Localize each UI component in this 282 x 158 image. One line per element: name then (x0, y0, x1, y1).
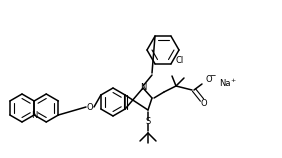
Text: N: N (31, 110, 37, 119)
Text: Cl: Cl (175, 56, 183, 65)
Text: +: + (230, 79, 236, 83)
Text: O: O (87, 103, 93, 112)
Text: S: S (146, 118, 151, 127)
Text: O: O (206, 76, 213, 85)
Text: −: − (209, 72, 215, 80)
Text: N: N (140, 83, 146, 92)
Text: Na: Na (219, 79, 231, 88)
Text: O: O (201, 98, 207, 107)
